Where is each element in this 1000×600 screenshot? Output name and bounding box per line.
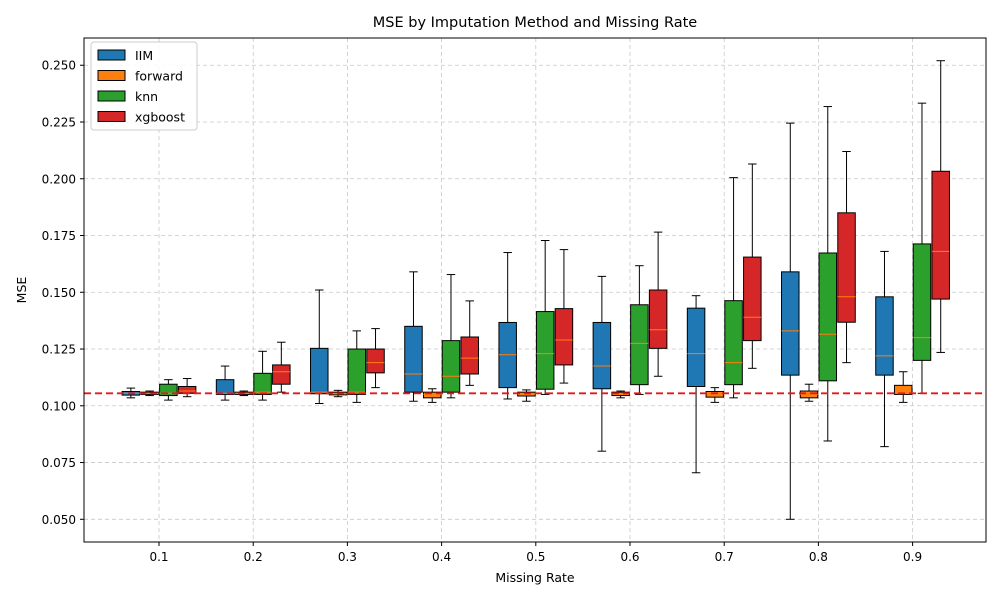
- y-tick-label: 0.175: [42, 229, 76, 243]
- box-IIM-0.9: [875, 250, 894, 448]
- box-body: [272, 364, 291, 385]
- legend-label-IIM: IIM: [135, 48, 153, 63]
- legend: IIM forward knn xgboost: [90, 41, 198, 131]
- x-tick-label: 0.3: [338, 550, 357, 564]
- box-IIM-0.6: [592, 275, 612, 452]
- box-body: [912, 243, 932, 361]
- box-body: [893, 384, 913, 395]
- box-body: [535, 311, 555, 390]
- box-forward-0.8: [799, 383, 819, 402]
- box-body: [686, 307, 706, 387]
- y-axis: 0.050 0.075 0.100 0.125 0.150 0.175 0.200 0.225…: [42, 59, 84, 527]
- x-tick-label: 0.2: [244, 550, 263, 564]
- box-body: [837, 212, 856, 323]
- box-body: [215, 379, 235, 395]
- legend-swatch-xgboost: [97, 111, 126, 122]
- box-IIM-0.5: [498, 252, 517, 400]
- box-IIM-0.3: [310, 289, 329, 405]
- y-tick-label: 0.100: [42, 399, 76, 413]
- x-tick-label: 0.5: [526, 550, 545, 564]
- box-knn-0.2: [253, 350, 272, 401]
- box-knn-0.8: [818, 106, 838, 442]
- box-knn-0.9: [912, 102, 932, 394]
- box-body: [347, 348, 367, 395]
- grid-lines: [84, 38, 986, 542]
- box-knn-0.7: [724, 177, 743, 399]
- box-knn-0.3: [347, 330, 367, 403]
- box-body: [724, 300, 743, 386]
- legend-swatch-IIM: [97, 49, 126, 61]
- box-knn-0.6: [630, 265, 649, 395]
- box-xgboost-0.2: [272, 341, 291, 393]
- legend-label-knn: knn: [135, 89, 158, 104]
- box-xgboost-0.7: [743, 163, 762, 369]
- box-forward-0.4: [422, 388, 442, 403]
- y-tick-label: 0.050: [42, 513, 76, 527]
- legend-label-forward: forward: [135, 69, 183, 84]
- box-body: [931, 170, 950, 300]
- y-tick-label: 0.225: [42, 116, 76, 130]
- box-body: [648, 289, 668, 349]
- y-axis-label: MSE: [14, 277, 29, 304]
- box-body: [743, 256, 762, 342]
- legend-swatch-forward: [97, 70, 126, 81]
- box-xgboost-0.8: [837, 151, 856, 364]
- box-xgboost-0.4: [460, 300, 479, 386]
- box-knn-0.4: [441, 274, 461, 399]
- axes-frame: [83, 37, 987, 543]
- box-IIM-0.8: [781, 122, 800, 520]
- box-IIM-0.7: [686, 295, 706, 474]
- y-tick-label: 0.250: [42, 59, 76, 73]
- legend-label-xgboost: xgboost: [135, 110, 185, 125]
- box-body: [592, 321, 612, 390]
- box-body: [554, 308, 574, 366]
- x-axis-label: Missing Rate: [495, 570, 575, 585]
- y-tick-label: 0.125: [42, 343, 76, 357]
- box-IIM-0.4: [404, 271, 423, 402]
- box-body: [460, 336, 479, 375]
- box-xgboost-0.3: [366, 328, 385, 389]
- box-body: [875, 296, 894, 376]
- box-body: [404, 325, 423, 393]
- box-body: [818, 252, 838, 382]
- box-body: [159, 383, 178, 397]
- x-tick-label: 0.9: [903, 550, 922, 564]
- x-tick-label: 0.6: [620, 550, 639, 564]
- box-body: [630, 304, 649, 386]
- y-tick-label: 0.075: [42, 456, 76, 470]
- plot-area: [84, 60, 986, 520]
- box-body: [441, 340, 461, 393]
- box-knn-0.5: [535, 240, 555, 395]
- legend-box: [90, 41, 198, 131]
- box-body: [310, 347, 329, 395]
- box-body: [177, 385, 197, 394]
- x-tick-label: 0.4: [432, 550, 451, 564]
- box-xgboost-0.6: [648, 231, 668, 377]
- y-tick-label: 0.200: [42, 172, 76, 186]
- box-xgboost-0.9: [931, 60, 950, 353]
- x-tick-label: 0.1: [149, 550, 168, 564]
- box-body: [705, 390, 725, 398]
- chart-title: MSE by Imputation Method and Missing Rat…: [373, 15, 698, 31]
- box-body: [366, 348, 385, 374]
- y-tick-label: 0.150: [42, 286, 76, 300]
- box-body: [422, 391, 442, 399]
- x-axis: 0.1 0.2 0.3 0.4 0.5 0.6 0.7 0.8 0.9: [149, 542, 922, 564]
- box-body: [781, 271, 800, 376]
- legend-swatch-knn: [97, 90, 126, 102]
- box-xgboost-0.5: [554, 249, 574, 384]
- box-body: [253, 372, 272, 395]
- x-tick-label: 0.7: [715, 550, 734, 564]
- x-tick-label: 0.8: [809, 550, 828, 564]
